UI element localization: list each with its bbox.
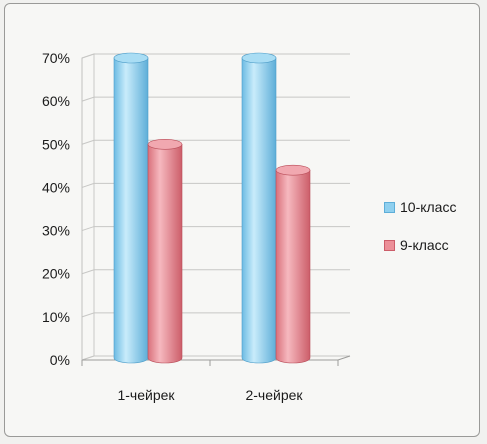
bar xyxy=(147,138,183,364)
y-tick-label: 40% xyxy=(42,179,70,195)
y-tick-label: 50% xyxy=(42,136,70,152)
bar xyxy=(113,52,149,364)
x-category-label: 2-чейрек xyxy=(245,387,303,403)
y-tick-label: 30% xyxy=(42,223,70,239)
legend-swatch-blue xyxy=(384,201,395,213)
bar xyxy=(241,52,277,364)
legend-label: 9-класс xyxy=(400,237,449,253)
x-category-label: 1-чейрек xyxy=(117,387,175,403)
y-tick-label: 70% xyxy=(42,50,70,66)
legend-item-10-class: 10-класс xyxy=(384,196,456,218)
y-tick-label: 0% xyxy=(50,352,70,368)
y-tick-label: 60% xyxy=(42,93,70,109)
y-tick-label: 20% xyxy=(42,266,70,282)
legend-swatch-red xyxy=(384,239,395,251)
legend-label: 10-класс xyxy=(400,199,457,215)
legend-item-9-class: 9-класс xyxy=(384,234,456,256)
side-wall xyxy=(81,53,95,361)
legend: 10-класс 9-класс xyxy=(384,196,456,272)
bar xyxy=(275,164,311,364)
y-tick-label: 10% xyxy=(42,309,70,325)
